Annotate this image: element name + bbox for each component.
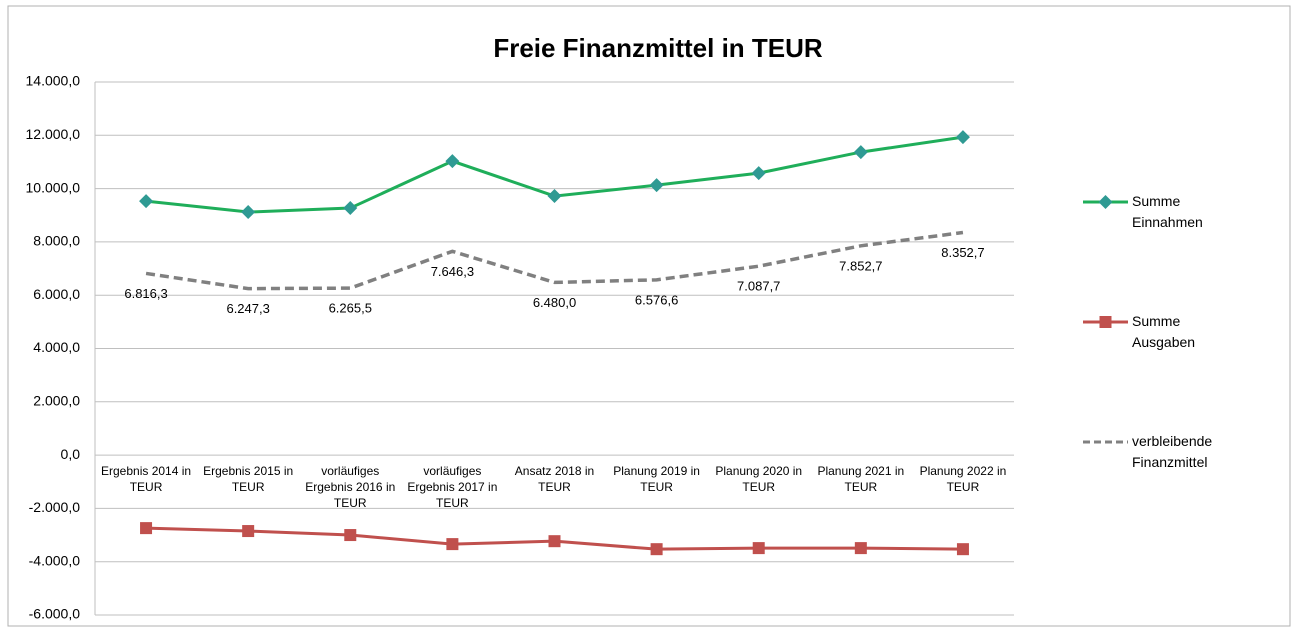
point [650, 543, 663, 556]
data-label: 6.816,3 [124, 286, 167, 301]
legend-label: Summe Ausgaben [1132, 313, 1196, 350]
y-tick-label: 12.000,0 [26, 126, 81, 142]
point [548, 535, 561, 548]
y-tick-label: 10.000,0 [26, 179, 81, 195]
point [547, 189, 562, 204]
x-tick-label: Planung 2021 in TEUR [817, 464, 905, 495]
point [955, 130, 970, 145]
data-label: 7.087,7 [737, 279, 780, 294]
legend-label: verbleibende Finanzmittel [1132, 433, 1213, 470]
point [752, 542, 765, 555]
point [139, 194, 154, 209]
data-label: 6.576,6 [635, 292, 678, 307]
y-tick-label: -4.000,0 [29, 552, 81, 568]
point [445, 154, 460, 169]
x-tick-label: Ergebnis 2015 in TEUR [203, 464, 294, 495]
y-tick-label: 14.000,0 [26, 73, 81, 89]
y-tick-label: 2.000,0 [33, 393, 80, 409]
data-label: 7.852,7 [839, 258, 882, 273]
y-tick-label: -6.000,0 [29, 606, 81, 622]
chart-title: Freie Finanzmittel in TEUR [493, 33, 823, 63]
data-label: 6.480,0 [533, 295, 576, 310]
data-label: 6.247,3 [226, 301, 269, 316]
point [1098, 195, 1113, 209]
x-tick-label: Ergebnis 2014 in TEUR [101, 464, 192, 495]
x-tick-label: vorläufiges Ergebnis 2016 in TEUR [305, 464, 396, 511]
point [343, 201, 358, 216]
point [140, 522, 153, 535]
point [1099, 316, 1112, 328]
point [751, 166, 766, 181]
x-tick-label: vorläufiges Ergebnis 2017 in TEUR [407, 464, 498, 511]
y-tick-label: 8.000,0 [33, 233, 80, 249]
y-tick-label: 0,0 [61, 446, 81, 462]
point [241, 205, 256, 220]
y-tick-label: -2.000,0 [29, 499, 81, 515]
point [649, 178, 664, 193]
point [344, 529, 357, 542]
x-tick-label: Planung 2019 in TEUR [613, 464, 700, 495]
legend-label: Summe Einnahmen [1132, 193, 1203, 230]
point [853, 145, 868, 160]
x-tick-label: Planung 2020 in TEUR [715, 464, 803, 495]
point [446, 538, 459, 551]
data-label: 8.352,7 [941, 245, 984, 260]
point [854, 542, 867, 555]
data-label: 6.265,5 [329, 301, 372, 316]
data-label: 7.646,3 [431, 264, 474, 279]
point [956, 543, 969, 556]
series-line [145, 230, 964, 291]
x-tick-label: Ansatz 2018 in TEUR [514, 464, 595, 495]
y-tick-label: 4.000,0 [33, 339, 80, 355]
y-tick-label: 6.000,0 [33, 286, 80, 302]
chart-border [7, 5, 1291, 627]
x-tick-label: Planung 2022 in TEUR [919, 464, 1007, 495]
point [242, 525, 255, 538]
